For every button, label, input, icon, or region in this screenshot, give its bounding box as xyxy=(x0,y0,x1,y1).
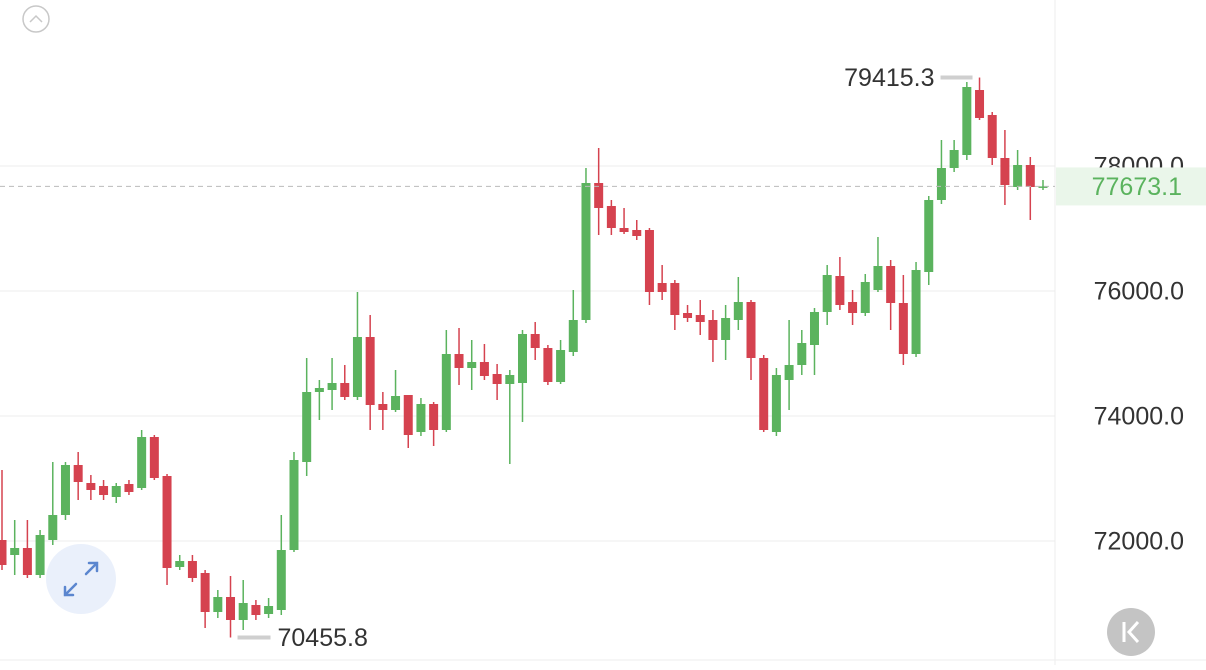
last-price-box xyxy=(1056,167,1206,206)
candle-body xyxy=(327,383,337,390)
candle-body xyxy=(924,200,934,272)
candle-body xyxy=(530,334,540,348)
candle-body xyxy=(568,320,578,352)
candle-body xyxy=(581,183,591,320)
candle-body xyxy=(759,358,769,430)
candle-body xyxy=(200,573,210,612)
candle-body xyxy=(429,404,439,430)
candle-body xyxy=(467,362,477,368)
candle-body xyxy=(962,87,972,155)
candle-body xyxy=(340,383,350,397)
candle-body xyxy=(0,540,7,565)
candle-body xyxy=(1038,186,1048,188)
candle-body xyxy=(670,283,680,315)
candle-body xyxy=(162,476,172,568)
collapse-circle xyxy=(22,5,50,33)
candle-body xyxy=(708,320,718,340)
candle-body xyxy=(302,392,312,462)
candle-body xyxy=(975,90,985,118)
candle-body xyxy=(657,283,667,292)
expand-button[interactable] xyxy=(46,544,116,614)
y-tick-label: 72000.0 xyxy=(1094,528,1184,556)
high-label: 79415.3 xyxy=(844,64,934,92)
candle-body xyxy=(619,228,629,232)
candle-body xyxy=(1013,165,1023,187)
candle-body xyxy=(987,115,997,158)
candle-body xyxy=(1000,158,1010,185)
candle-body xyxy=(695,315,705,322)
candle-body xyxy=(809,312,819,345)
candle-body xyxy=(898,303,908,354)
candle-body xyxy=(797,343,807,365)
candle-body xyxy=(746,302,756,358)
candle-body xyxy=(848,302,858,313)
candle-body xyxy=(276,550,286,610)
y-tick-label: 74000.0 xyxy=(1094,403,1184,431)
candle-body xyxy=(137,437,147,488)
candle-body xyxy=(175,561,185,567)
candle-body xyxy=(238,603,248,620)
candle-body xyxy=(251,605,261,615)
candle-body xyxy=(644,230,654,292)
candle-body xyxy=(86,483,96,490)
candle-body xyxy=(124,484,134,492)
expand-icon xyxy=(63,561,99,597)
candle-body xyxy=(22,548,32,575)
candle-body xyxy=(365,337,375,405)
candle-body xyxy=(505,375,515,384)
candle-body xyxy=(594,183,604,208)
candle-body xyxy=(416,404,426,432)
last-price-label: 77673.1 xyxy=(1092,173,1182,201)
candle-body xyxy=(518,334,527,383)
candle-body xyxy=(936,168,946,200)
candle-body xyxy=(822,275,832,312)
collapse-chevron xyxy=(29,14,43,23)
candle-body xyxy=(886,266,896,303)
back-button[interactable] xyxy=(1107,608,1155,656)
candle-body xyxy=(492,374,502,384)
candle-body xyxy=(543,348,553,382)
candle-body xyxy=(860,282,870,313)
candle-body xyxy=(441,354,451,430)
candle-body xyxy=(35,535,45,575)
candle-body xyxy=(873,266,883,290)
candle-body xyxy=(606,206,616,228)
candle-body xyxy=(911,270,921,354)
candle-body xyxy=(1025,165,1035,187)
candle-body xyxy=(949,150,959,168)
candle-body xyxy=(352,337,362,397)
candle-body xyxy=(10,548,20,555)
candle-body xyxy=(835,276,845,305)
back-icon xyxy=(1122,620,1140,644)
low-label: 70455.8 xyxy=(278,624,368,652)
candle-body xyxy=(683,313,693,318)
candle-body xyxy=(479,362,489,376)
candle-body xyxy=(733,302,743,320)
candle-body xyxy=(60,465,70,515)
candle-body xyxy=(314,388,324,392)
candle-body xyxy=(378,404,388,410)
candle-body xyxy=(556,350,566,382)
candle-body xyxy=(213,597,223,612)
expand-circle xyxy=(46,544,116,614)
candle-body xyxy=(99,486,109,495)
candle-body xyxy=(187,561,197,578)
collapse-button[interactable] xyxy=(22,5,50,33)
candle-body xyxy=(149,437,159,478)
candle-body xyxy=(264,606,274,614)
candle-body xyxy=(289,460,299,550)
candle-body xyxy=(73,465,83,482)
candle-body xyxy=(632,230,642,236)
candle-body xyxy=(721,318,731,340)
candle-body xyxy=(226,597,236,620)
candle-body xyxy=(784,365,794,380)
candle-body xyxy=(391,396,401,410)
y-tick-label: 76000.0 xyxy=(1094,278,1184,306)
candle-body xyxy=(454,354,464,368)
candle-body xyxy=(111,486,121,497)
candle-body xyxy=(48,515,58,540)
candle-body xyxy=(403,395,413,435)
candle-body xyxy=(771,375,781,432)
